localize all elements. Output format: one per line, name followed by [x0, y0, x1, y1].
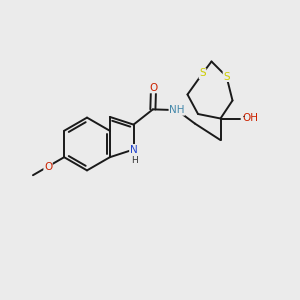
Text: OH: OH — [242, 112, 259, 123]
Text: NH: NH — [169, 105, 184, 115]
Text: N: N — [130, 145, 137, 154]
Text: O: O — [149, 83, 158, 93]
Text: H: H — [131, 156, 137, 165]
Text: ·: · — [242, 111, 246, 124]
Text: S: S — [223, 71, 230, 82]
Text: O: O — [44, 161, 52, 172]
Text: S: S — [199, 68, 206, 79]
